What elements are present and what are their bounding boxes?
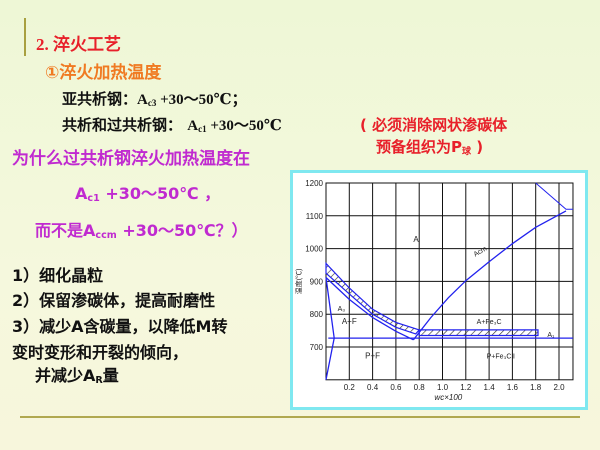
y-tick-label: 900 bbox=[310, 277, 324, 286]
x-axis-label: wc×100 bbox=[434, 393, 462, 402]
a3-label: A₃ bbox=[338, 306, 346, 313]
x-tick-label: 1.0 bbox=[437, 383, 449, 392]
region-label-a: A bbox=[413, 235, 419, 244]
footer-rule bbox=[20, 416, 580, 418]
x-tick-label: 0.4 bbox=[367, 383, 379, 392]
answer-1: 1）细化晶粒 bbox=[12, 266, 104, 285]
answer-2: 2）保留渗碳体，提高耐磨性 bbox=[12, 291, 216, 310]
y-tick-label: 700 bbox=[310, 343, 324, 352]
y-tick-label: 800 bbox=[310, 310, 324, 319]
question-line-1: 为什么过共析钢淬火加热温度在 bbox=[12, 149, 250, 169]
title-accent-bar bbox=[24, 18, 26, 56]
y-tick-label: 1000 bbox=[305, 245, 323, 254]
phase-diagram-svg: 700 800 900 1000 1100 1200 0.2 0.4 0.6 0.8 1.0 1.2 1… bbox=[294, 179, 574, 402]
region-label-a-f: A+F bbox=[342, 317, 357, 326]
hyper-note-2: 预备组织为P球 ) bbox=[376, 138, 484, 157]
answer-3-end: 并减少AR量 bbox=[35, 366, 119, 386]
acm-line bbox=[412, 210, 567, 341]
ac3-hatched-band bbox=[325, 261, 421, 335]
acm-label: Acm bbox=[473, 245, 489, 258]
a1-label: A₁ bbox=[547, 332, 555, 339]
x-tick-label: 0.6 bbox=[390, 383, 402, 392]
question-line-2: Ac1 +30～50℃ ， bbox=[75, 184, 221, 204]
x-tick-label: 2.0 bbox=[553, 383, 565, 392]
y-tick-label: 1100 bbox=[306, 212, 324, 221]
section-heading: 2. 淬火工艺 bbox=[36, 35, 121, 54]
accm-hatched-band bbox=[418, 329, 539, 337]
y-axis-label: 温度(℃) bbox=[294, 269, 303, 295]
ferrite-boundary-line bbox=[325, 277, 335, 380]
hypo-line: 亚共析钢：Ac3 +30～50℃； bbox=[62, 90, 247, 108]
y-tick-label: 1200 bbox=[305, 179, 323, 188]
region-label-p-f: P+F bbox=[365, 351, 380, 360]
answer-3: 3）减少A含碳量，以降低M转 bbox=[12, 317, 228, 336]
x-tick-label: 1.2 bbox=[460, 383, 472, 392]
x-tick-label: 0.8 bbox=[414, 383, 426, 392]
subheading: ①淬火加热温度 bbox=[45, 63, 162, 83]
x-tick-label: 1.4 bbox=[484, 383, 496, 392]
question-line-3: 而不是Accm +30～50℃？） bbox=[35, 221, 248, 241]
region-label-a-fe3c: A+Fe₃C bbox=[477, 319, 502, 326]
region-label-p-fe3c: P+Fe₃CⅡ bbox=[487, 353, 515, 360]
x-tick-label: 1.6 bbox=[507, 383, 519, 392]
fe-c-phase-diagram: 700 800 900 1000 1100 1200 0.2 0.4 0.6 0.8 1.0 1.2 1… bbox=[290, 170, 588, 410]
x-tick-label: 0.2 bbox=[344, 383, 356, 392]
x-tick-label: 1.8 bbox=[530, 383, 542, 392]
hyper-note-1: ( 必须消除网状渗碳体 bbox=[360, 116, 508, 134]
a3-line bbox=[325, 277, 414, 341]
hyper-line: 共析和过共析钢： Ac1 +30～50℃ bbox=[62, 116, 282, 134]
eutectic-line bbox=[535, 182, 573, 210]
answer-3-cont: 变时变形和开裂的倾向， bbox=[12, 343, 189, 362]
